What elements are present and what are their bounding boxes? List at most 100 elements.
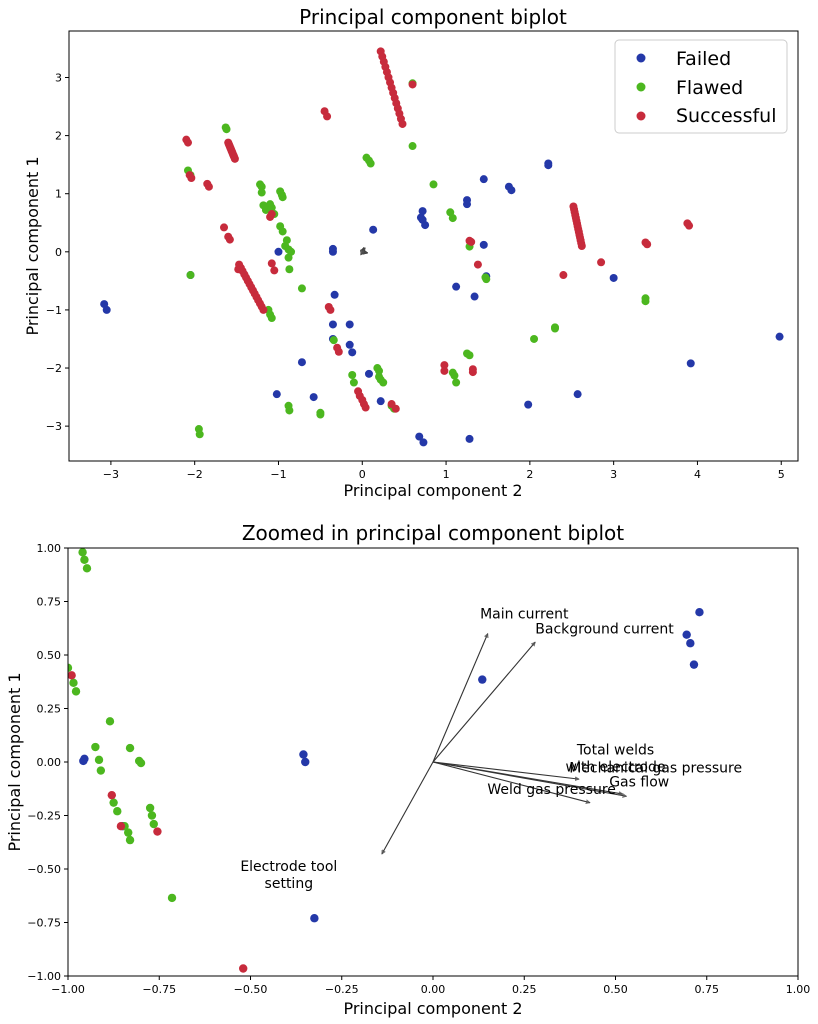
vector-label-main-current: Main current [480,607,569,623]
vector-gas-flow [432,761,626,796]
point-failed [328,247,337,256]
point-failed [609,273,618,282]
point-failed [301,757,310,767]
point-failed [507,186,516,195]
panel-biplot: Principal component biplot −3 −2 −1 0 1 2 3 4 5 … [23,5,799,500]
y-axis-label: Principal component 1 [23,156,42,335]
point-flawed [113,807,122,816]
point-successful [187,174,196,183]
point-flawed [91,742,100,752]
point-flawed [551,324,559,333]
point-flawed [105,717,115,726]
vector-main-current [432,634,488,763]
y-tick-label: 0.75 [37,596,62,609]
legend-label-failed: Failed [676,48,731,70]
point-flawed [349,378,358,387]
point-failed [682,630,691,639]
point-failed [479,175,488,184]
point-flawed [195,430,204,439]
y-tick-label: 1.00 [37,542,62,555]
point-flawed [316,410,325,419]
y-tick-label: −0.50 [27,863,61,876]
x-tick-label: −0.50 [234,983,268,996]
point-failed [465,434,474,443]
point-flawed [257,182,266,191]
point-successful [220,223,229,232]
point-failed [345,320,354,329]
x-tick-label: −2 [187,468,203,481]
y-tick-label: 0.25 [37,703,62,716]
point-flawed [329,336,338,345]
y-axis: −3 −2 −1 0 1 2 3 [46,71,69,433]
point-successful [685,221,694,230]
legend-box [614,39,788,134]
point-successful [440,361,449,370]
y-tick-label: 0.50 [37,649,62,662]
point-flawed [284,253,293,262]
point-flawed [147,811,157,820]
point-successful [577,242,586,250]
loading-vectors [361,248,368,255]
y-axis-label: Principal component 1 [5,672,24,851]
point-successful [107,790,117,800]
point-failed [330,290,339,299]
point-successful [468,368,477,377]
vector-label-electrode-tool-setting: Electrode tool setting [240,859,337,892]
point-failed [573,390,582,399]
point-successful [267,210,276,219]
point-successful [391,404,400,413]
plot-area [100,47,784,447]
legend-marker-failed [636,53,646,63]
point-flawed [285,265,294,274]
point-flawed [375,366,384,375]
x-axis: −1.00 −0.75 −0.50 −0.25 0.00 0.25 0.50 0.75 1.00 [51,976,810,996]
vector-label-background-current: Background current [535,622,674,638]
point-failed [376,397,385,406]
point-flawed [285,406,294,415]
x-tick-label: 0.00 [421,983,446,996]
chart-title: Principal component biplot [299,5,567,29]
point-successful [326,305,335,314]
point-successful [408,80,417,89]
point-successful [323,112,332,121]
point-successful [643,240,652,249]
point-flawed [379,378,388,387]
point-successful [225,235,234,244]
point-failed [452,282,461,291]
x-tick-label: 4 [694,468,701,481]
point-failed [369,225,378,234]
point-flawed [366,159,375,168]
point-flawed [448,214,457,223]
point-failed [102,305,111,314]
point-successful [270,266,279,275]
y-tick-label: −1 [46,304,62,317]
x-tick-label: 0.50 [603,983,628,996]
y-tick-label: 2 [55,130,62,143]
point-failed [689,660,699,669]
point-flawed [267,203,276,212]
y-tick-label: 0.00 [37,756,62,769]
point-flawed [125,743,135,753]
point-flawed [149,819,158,829]
plot-frame [68,30,799,462]
panel-zoomed-biplot: Zoomed in principal component biplot Mai… [5,521,810,1018]
point-successful [361,403,370,412]
point-failed [479,240,488,249]
point-failed [297,358,306,367]
point-failed [418,207,427,216]
point-successful [116,822,126,831]
point-flawed [71,687,81,696]
y-tick-label: −3 [46,420,62,433]
vector-electrode-tool-setting [360,252,362,255]
point-successful [68,671,76,680]
point-successful [267,259,276,268]
point-failed [478,675,487,684]
point-successful [204,182,213,191]
point-failed [544,161,553,170]
point-flawed [429,180,438,189]
y-tick-label: −0.25 [27,810,61,823]
y-tick-label: −2 [46,362,62,375]
x-axis-label: Principal component 2 [343,999,522,1018]
point-flawed [278,193,287,202]
